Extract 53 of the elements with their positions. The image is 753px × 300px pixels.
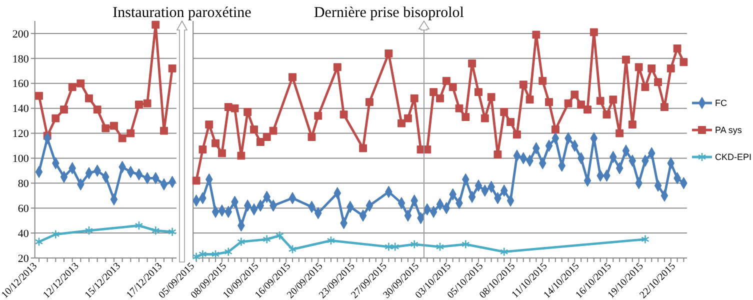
point xyxy=(276,230,284,240)
point xyxy=(390,242,400,252)
point xyxy=(160,126,168,135)
point xyxy=(110,122,118,130)
legend-label: CKD-EPI xyxy=(715,152,752,162)
y-tick-label: 20 xyxy=(18,252,30,265)
point xyxy=(152,226,160,236)
point xyxy=(436,242,444,252)
point xyxy=(237,237,246,246)
point xyxy=(76,79,85,88)
y-tick-label: 160 xyxy=(12,78,30,90)
point xyxy=(168,227,176,236)
text: Instauration paroxétine xyxy=(112,5,252,21)
y-tick-label: 120 xyxy=(12,128,30,140)
point xyxy=(135,100,143,109)
point xyxy=(52,230,60,239)
point xyxy=(152,20,160,29)
point xyxy=(143,99,152,108)
point xyxy=(84,226,94,236)
point xyxy=(93,106,102,114)
point xyxy=(192,252,200,262)
y-tick-label: 200 xyxy=(12,28,30,40)
point xyxy=(68,83,76,92)
y-tick-label: 180 xyxy=(12,53,30,66)
point xyxy=(288,244,297,254)
point xyxy=(60,106,68,114)
text: Dernière prise bisoprolol xyxy=(314,5,464,21)
legend-label: FC xyxy=(715,98,728,108)
point xyxy=(224,247,232,256)
point xyxy=(198,250,207,259)
point xyxy=(34,237,44,246)
point xyxy=(134,220,144,230)
point xyxy=(500,247,508,256)
point xyxy=(462,240,470,249)
point xyxy=(118,134,126,142)
point xyxy=(168,64,176,72)
y-tick-label: 40 xyxy=(18,228,30,240)
y-tick-label: 80 xyxy=(18,178,30,190)
y-tick-label: 100 xyxy=(12,153,30,166)
point xyxy=(641,234,650,244)
point xyxy=(85,94,93,102)
legend-label: PA sys xyxy=(715,125,742,136)
point xyxy=(52,114,60,122)
y-tick-label: 60 xyxy=(18,202,30,215)
point xyxy=(126,129,135,138)
point xyxy=(35,92,43,100)
point xyxy=(326,236,336,246)
point xyxy=(102,124,110,132)
point xyxy=(262,234,271,244)
point xyxy=(211,250,220,259)
point xyxy=(384,242,393,252)
point xyxy=(410,240,418,249)
y-tick-label: 140 xyxy=(12,103,30,116)
